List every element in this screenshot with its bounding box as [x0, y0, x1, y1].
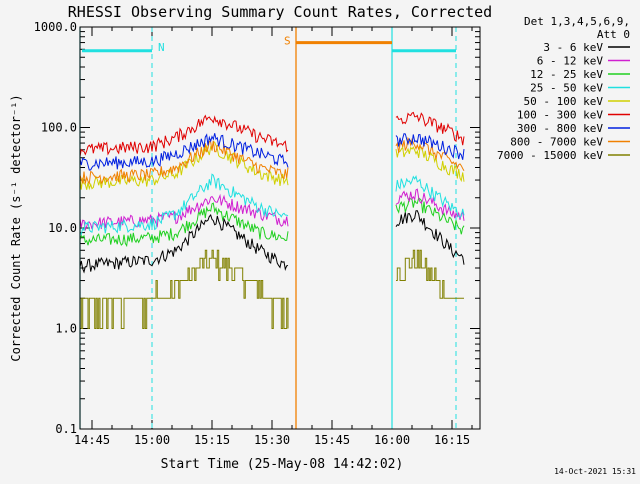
x-tick-label: 16:00 — [374, 433, 410, 447]
series-line — [79, 173, 289, 236]
legend-label: 800 - 7000 keV — [510, 136, 603, 149]
x-tick-label: 15:45 — [314, 433, 350, 447]
x-tick-label: 15:15 — [194, 433, 230, 447]
legend-label: 50 - 100 keV — [524, 95, 604, 108]
series-line — [395, 146, 465, 183]
y-tick-label: 0.1 — [55, 422, 77, 436]
series-line — [79, 114, 289, 157]
x-tick-label: 15:30 — [254, 433, 290, 447]
series-line — [79, 214, 289, 274]
legend-header-line2: Att 0 — [597, 28, 630, 41]
x-axis-label: Start Time (25-May-08 14:42:02) — [161, 457, 404, 472]
series-line — [395, 174, 465, 219]
plot-frame — [79, 26, 481, 430]
legend-label: 6 - 12 keV — [537, 55, 604, 68]
series-line — [395, 111, 465, 146]
y-tick-label: 10.0 — [48, 221, 77, 235]
series-line — [395, 133, 465, 160]
series-line — [79, 133, 289, 171]
series-line — [80, 249, 289, 329]
legend-header-line1: Det 1,3,4,5,6,9, — [524, 15, 630, 28]
series-line — [395, 210, 465, 265]
series-line — [396, 249, 464, 299]
x-tick-label: 16:15 — [434, 433, 470, 447]
saa-flag-label: S — [284, 35, 291, 48]
series-line — [79, 202, 289, 248]
y-tick-label: 1000.0 — [34, 20, 77, 34]
series-line — [79, 140, 289, 186]
legend-label: 12 - 25 keV — [530, 68, 603, 81]
legend-label: 25 - 50 keV — [530, 82, 603, 95]
footer-date: 14-Oct-2021 15:31 — [554, 467, 636, 476]
legend-label: 300 - 800 keV — [517, 122, 603, 135]
series-line — [79, 193, 289, 232]
y-axis-label: Corrected Count Rate (s⁻¹ detector⁻¹) — [9, 94, 23, 361]
series-line — [395, 188, 465, 221]
legend-label: 7000 - 15000 keV — [497, 149, 603, 162]
y-tick-label: 100.0 — [41, 121, 77, 135]
legend-label: 100 - 300 keV — [517, 109, 603, 122]
series-line — [395, 197, 465, 235]
legend-label: 3 - 6 keV — [543, 41, 603, 54]
y-tick-label: 1.0 — [55, 322, 77, 336]
x-tick-label: 15:00 — [134, 433, 170, 447]
night-flag-label: N — [158, 41, 165, 54]
chart-title: RHESSI Observing Summary Count Rates, Co… — [68, 3, 492, 21]
x-tick-label: 14:45 — [74, 433, 110, 447]
